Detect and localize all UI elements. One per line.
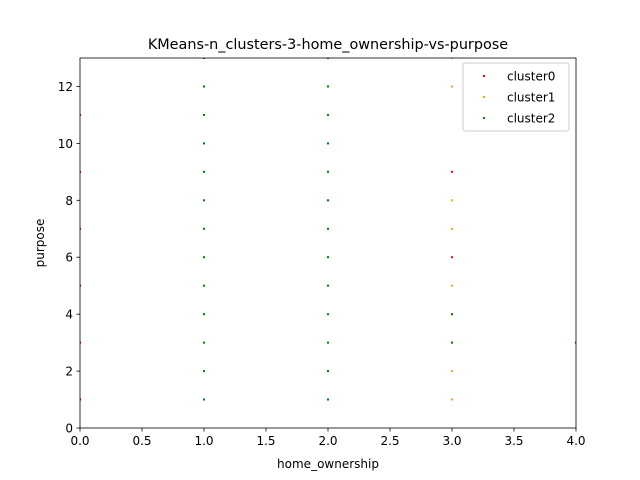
- chart-title: KMeans-n_clusters-3-home_ownership-vs-pu…: [148, 37, 508, 53]
- point-cluster2: [451, 313, 453, 316]
- y-tick-label: 6: [65, 251, 73, 265]
- x-tick-label: 0.0: [70, 434, 89, 448]
- x-tick-label: 3.5: [504, 434, 523, 448]
- point-cluster1: [451, 370, 453, 373]
- point-cluster2: [203, 341, 205, 344]
- point-cluster1: [451, 58, 453, 59]
- x-tick-label: 2.5: [380, 434, 399, 448]
- x-tick-label: 1.5: [256, 434, 275, 448]
- point-cluster2: [203, 398, 205, 401]
- legend: cluster0 cluster1 cluster2: [462, 62, 570, 132]
- y-tick-label: 8: [65, 194, 73, 208]
- point-cluster2: [203, 85, 205, 88]
- point-cluster2: [327, 313, 329, 316]
- point-cluster2: [327, 341, 329, 344]
- point-cluster0: [80, 284, 81, 287]
- point-cluster1: [451, 398, 453, 401]
- point-cluster2: [575, 341, 576, 344]
- point-cluster0: [80, 398, 81, 401]
- point-cluster2: [203, 284, 205, 287]
- legend-marker-cluster1: [483, 96, 485, 98]
- x-axis-label: home_ownership: [277, 457, 379, 471]
- x-tick-label: 0.5: [132, 434, 151, 448]
- point-cluster2: [203, 370, 205, 373]
- point-cluster2: [203, 256, 205, 259]
- point-cluster2: [203, 113, 205, 116]
- y-tick-label: 2: [65, 365, 73, 379]
- point-cluster2: [203, 58, 205, 59]
- point-cluster1: [451, 227, 453, 230]
- point-cluster2: [203, 170, 205, 173]
- point-cluster2: [327, 199, 329, 202]
- x-tick-label: 1.0: [194, 434, 213, 448]
- point-cluster2: [327, 256, 329, 259]
- point-cluster0: [80, 227, 81, 230]
- y-tick-label: 10: [58, 137, 73, 151]
- point-cluster2: [327, 170, 329, 173]
- x-tick-label: 3.0: [442, 434, 461, 448]
- point-cluster2: [203, 199, 205, 202]
- point-cluster2: [327, 284, 329, 287]
- x-tick-label: 2.0: [318, 434, 337, 448]
- legend-label-cluster2: cluster2: [507, 112, 555, 126]
- y-tick-label: 4: [65, 308, 73, 322]
- point-cluster0: [80, 341, 81, 344]
- point-cluster2: [327, 85, 329, 88]
- y-tick-label: 0: [65, 422, 73, 436]
- y-axis-ticks: 0 2 4 6 8 10 12: [58, 80, 80, 436]
- legend-marker-cluster0: [483, 75, 485, 77]
- point-cluster1: [451, 85, 453, 88]
- point-cluster2: [203, 227, 205, 230]
- point-cluster2: [327, 398, 329, 401]
- y-tick-label: 12: [58, 80, 73, 94]
- point-cluster2: [327, 113, 329, 116]
- point-cluster2: [203, 142, 205, 145]
- point-cluster2: [327, 227, 329, 230]
- legend-box: [462, 62, 570, 132]
- legend-marker-cluster2: [483, 117, 485, 119]
- point-cluster2: [451, 341, 453, 344]
- point-cluster0: [451, 256, 453, 259]
- point-cluster2: [203, 313, 205, 316]
- point-cluster1: [451, 199, 453, 202]
- data-points: [80, 58, 576, 401]
- x-axis-ticks: 0.0 0.5 1.0 1.5 2.0 2.5 3.0 3.5 4.0: [70, 428, 586, 448]
- point-cluster2: [327, 370, 329, 373]
- point-cluster0: [80, 113, 81, 116]
- legend-label-cluster1: cluster1: [507, 91, 555, 105]
- x-tick-label: 4.0: [566, 434, 585, 448]
- point-cluster0: [451, 170, 453, 173]
- point-cluster2: [327, 58, 329, 59]
- legend-label-cluster0: cluster0: [507, 70, 555, 84]
- point-cluster1: [451, 284, 453, 287]
- point-cluster0: [80, 170, 81, 173]
- y-axis-label: purpose: [33, 219, 47, 268]
- point-cluster2: [327, 142, 329, 145]
